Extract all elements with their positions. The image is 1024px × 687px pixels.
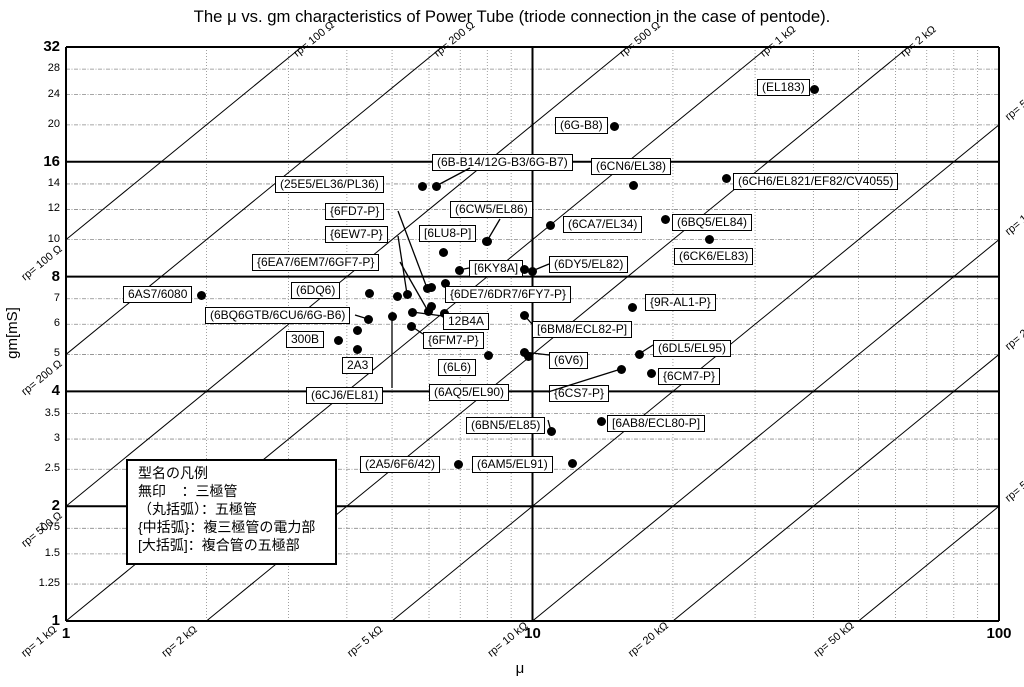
svg-text:rp= 20 kΩ: rp= 20 kΩ (626, 620, 671, 660)
svg-text:rp= 50 kΩ: rp= 50 kΩ (812, 620, 857, 660)
svg-text:rp= 20 kΩ: rp= 20 kΩ (1003, 313, 1024, 353)
svg-text:rp= 1 kΩ: rp= 1 kΩ (758, 24, 798, 60)
svg-text:rp= 5 kΩ: rp= 5 kΩ (345, 624, 385, 660)
svg-text:rp= 5 kΩ: rp= 5 kΩ (1003, 87, 1024, 123)
svg-text:rp= 2 kΩ: rp= 2 kΩ (159, 624, 199, 660)
svg-text:rp= 10 kΩ: rp= 10 kΩ (1003, 198, 1024, 238)
svg-text:rp= 50 kΩ: rp= 50 kΩ (1003, 465, 1024, 505)
svg-text:rp= 2 kΩ: rp= 2 kΩ (898, 24, 938, 60)
